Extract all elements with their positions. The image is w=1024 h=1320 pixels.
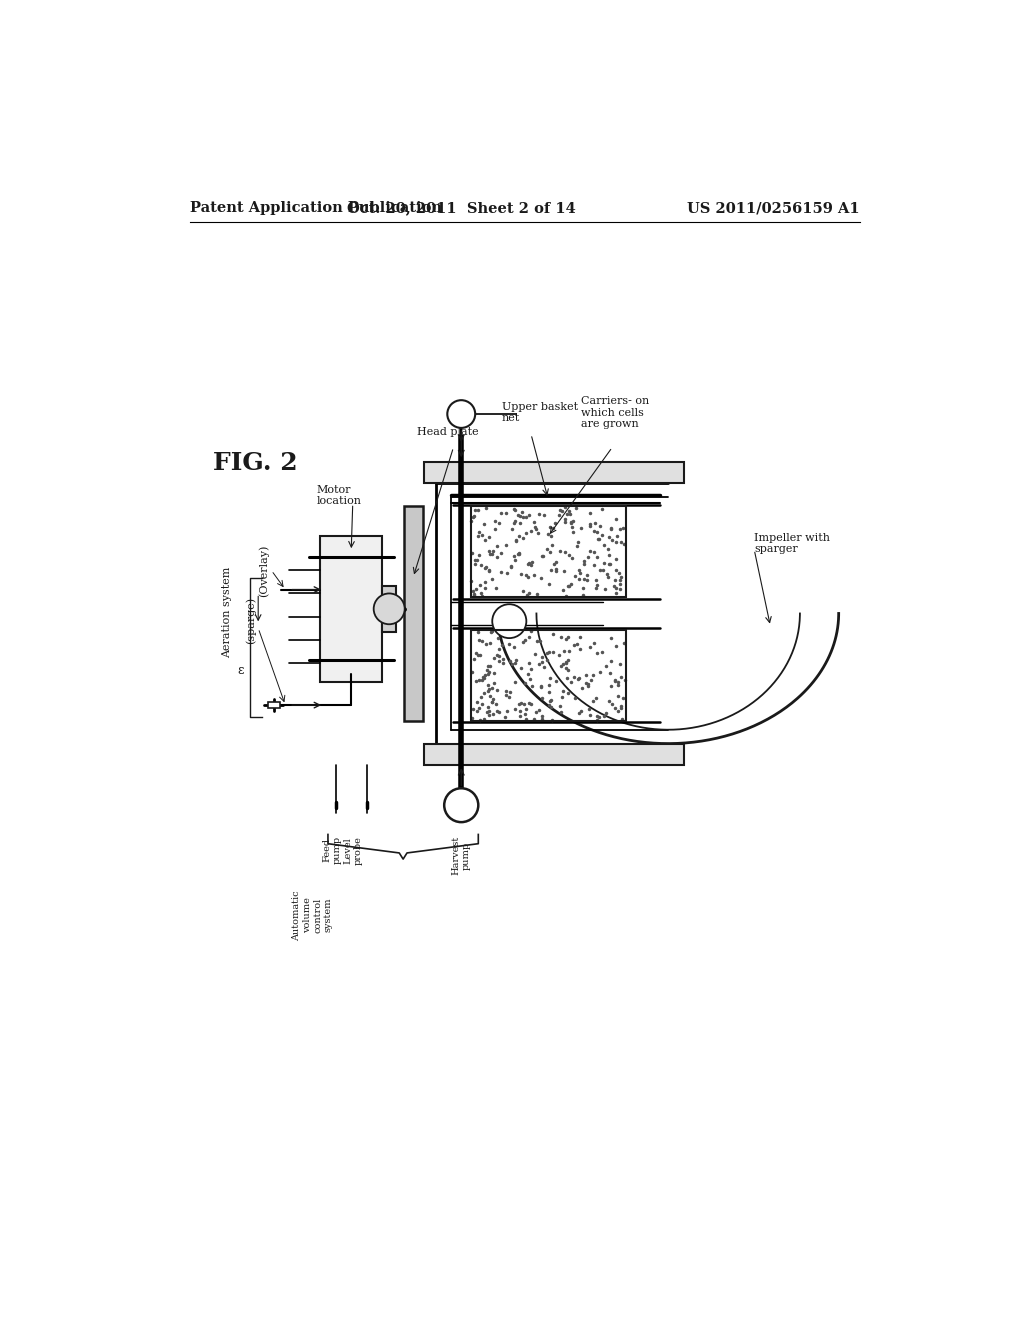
Text: Oct. 20, 2011  Sheet 2 of 14: Oct. 20, 2011 Sheet 2 of 14 [347, 202, 575, 215]
Text: Harvest
pump: Harvest pump [452, 836, 471, 875]
Text: Impeller with
sparger: Impeller with sparger [755, 532, 830, 554]
Text: Carriers- on
which cells
are grown: Carriers- on which cells are grown [582, 396, 649, 429]
Text: Upper basket
net: Upper basket net [502, 401, 578, 424]
Bar [403, 507, 423, 721]
Bar [471, 507, 626, 597]
Bar [471, 630, 626, 721]
Bar [424, 743, 684, 766]
Text: ε: ε [238, 664, 244, 677]
Text: FIG. 2: FIG. 2 [213, 450, 298, 475]
Bar [382, 586, 396, 632]
Circle shape [444, 788, 478, 822]
Text: Head plate: Head plate [417, 426, 478, 437]
Text: (sparge): (sparge) [245, 597, 256, 644]
Text: (Overlay): (Overlay) [258, 544, 269, 597]
Text: Automatic
volume
control
system: Automatic volume control system [292, 890, 333, 941]
Text: Patent Application Publication: Patent Application Publication [190, 202, 442, 215]
Bar [321, 536, 382, 682]
Text: Level
probe: Level probe [343, 836, 362, 865]
Circle shape [447, 400, 475, 428]
Text: Feed
pump: Feed pump [323, 836, 342, 865]
Text: Motor
location: Motor location [316, 484, 361, 507]
Text: Aeration system: Aeration system [222, 568, 232, 659]
Bar [424, 462, 684, 483]
Circle shape [374, 594, 404, 624]
Text: US 2011/0256159 A1: US 2011/0256159 A1 [687, 202, 859, 215]
Bar [267, 702, 280, 708]
Circle shape [493, 605, 526, 638]
